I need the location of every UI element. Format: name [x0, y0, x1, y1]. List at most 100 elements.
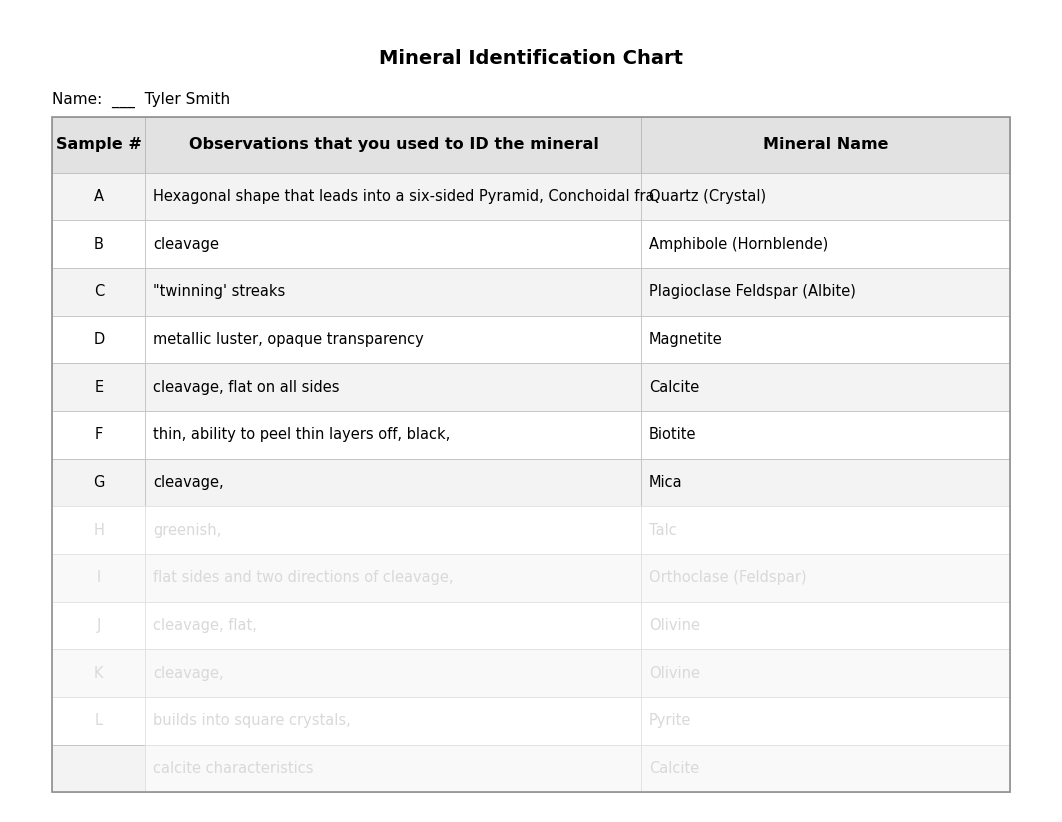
Bar	[52, 506, 145, 554]
Text: builds into square crystals,: builds into square crystals,	[153, 713, 350, 728]
Bar	[641, 554, 1010, 602]
Text: Name:  ___  Tyler Smith: Name: ___ Tyler Smith	[52, 92, 230, 109]
Bar	[145, 554, 641, 602]
Text: L: L	[95, 713, 103, 728]
Text: Mineral Identification Chart: Mineral Identification Chart	[379, 48, 683, 68]
Bar	[52, 117, 1010, 792]
Bar	[145, 745, 641, 792]
Bar	[641, 117, 1010, 173]
Bar	[641, 602, 1010, 649]
Bar	[52, 745, 145, 792]
Text: D: D	[93, 332, 104, 347]
Text: Quartz (Crystal): Quartz (Crystal)	[649, 189, 766, 204]
Bar	[52, 268, 145, 316]
Text: Magnetite: Magnetite	[649, 332, 722, 347]
Text: Biotite: Biotite	[649, 427, 697, 442]
Text: Orthoclase (Feldspar): Orthoclase (Feldspar)	[649, 570, 806, 585]
Text: cleavage, flat on all sides: cleavage, flat on all sides	[153, 380, 340, 395]
Bar	[641, 173, 1010, 220]
Text: metallic luster, opaque transparency: metallic luster, opaque transparency	[153, 332, 424, 347]
Text: K: K	[95, 666, 103, 681]
Text: Olivine: Olivine	[649, 618, 700, 633]
Text: Talc: Talc	[649, 523, 676, 538]
Text: H: H	[93, 523, 104, 538]
Text: I: I	[97, 570, 101, 585]
Bar	[145, 459, 641, 506]
Bar	[52, 173, 145, 220]
Bar	[52, 459, 145, 506]
Text: F: F	[95, 427, 103, 442]
Bar	[52, 697, 145, 745]
Bar	[52, 117, 145, 173]
Bar	[145, 554, 641, 602]
Bar	[52, 649, 145, 697]
Bar	[145, 506, 641, 554]
Text: flat sides and two directions of cleavage,: flat sides and two directions of cleavag…	[153, 570, 453, 585]
Bar	[52, 363, 145, 411]
Bar	[145, 173, 641, 220]
Text: cleavage,: cleavage,	[153, 475, 224, 490]
Bar	[52, 220, 145, 268]
Bar	[145, 411, 641, 459]
Bar	[641, 602, 1010, 649]
Text: J: J	[97, 618, 101, 633]
Text: cleavage,: cleavage,	[153, 666, 224, 681]
Bar	[145, 506, 641, 554]
Text: A: A	[93, 189, 104, 204]
Text: Amphibole (Hornblende): Amphibole (Hornblende)	[649, 237, 828, 252]
Bar	[641, 506, 1010, 554]
Text: Pyrite: Pyrite	[649, 713, 691, 728]
Bar	[641, 363, 1010, 411]
Bar	[52, 697, 145, 745]
Bar	[52, 602, 145, 649]
Bar	[641, 554, 1010, 602]
Text: B: B	[93, 237, 104, 252]
Text: calcite characteristics: calcite characteristics	[153, 761, 313, 776]
Bar	[145, 602, 641, 649]
Bar	[145, 649, 641, 697]
Bar	[641, 220, 1010, 268]
Text: "twinning' streaks: "twinning' streaks	[153, 284, 286, 299]
Bar	[145, 220, 641, 268]
Bar	[52, 554, 145, 602]
Bar	[145, 745, 641, 792]
Text: Mineral Name: Mineral Name	[763, 137, 889, 152]
Text: Sample #: Sample #	[56, 137, 141, 152]
Text: C: C	[93, 284, 104, 299]
Bar	[641, 697, 1010, 745]
Bar	[641, 459, 1010, 506]
Bar	[145, 697, 641, 745]
Text: greenish,: greenish,	[153, 523, 221, 538]
Text: Calcite: Calcite	[649, 761, 699, 776]
Bar	[641, 649, 1010, 697]
Text: Observations that you used to ID the mineral: Observations that you used to ID the min…	[189, 137, 598, 152]
Text: Mica: Mica	[649, 475, 683, 490]
Bar	[145, 363, 641, 411]
Bar	[641, 697, 1010, 745]
Text: Olivine: Olivine	[649, 666, 700, 681]
Text: G: G	[93, 475, 104, 490]
Bar	[52, 506, 145, 554]
Bar	[641, 316, 1010, 363]
Text: cleavage, flat,: cleavage, flat,	[153, 618, 257, 633]
Bar	[641, 506, 1010, 554]
Bar	[52, 316, 145, 363]
Bar	[641, 649, 1010, 697]
Text: Hexagonal shape that leads into a six-sided Pyramid, Conchoidal fra: Hexagonal shape that leads into a six-si…	[153, 189, 654, 204]
Bar	[145, 602, 641, 649]
Text: E: E	[95, 380, 103, 395]
Bar	[52, 649, 145, 697]
Bar	[641, 411, 1010, 459]
Bar	[641, 745, 1010, 792]
Bar	[52, 554, 145, 602]
Bar	[145, 649, 641, 697]
Text: Calcite: Calcite	[649, 380, 699, 395]
Bar	[145, 697, 641, 745]
Text: cleavage: cleavage	[153, 237, 219, 252]
Text: thin, ability to peel thin layers off, black,: thin, ability to peel thin layers off, b…	[153, 427, 450, 442]
Bar	[145, 316, 641, 363]
Bar	[641, 268, 1010, 316]
Bar	[145, 268, 641, 316]
Bar	[641, 745, 1010, 792]
Bar	[145, 117, 641, 173]
